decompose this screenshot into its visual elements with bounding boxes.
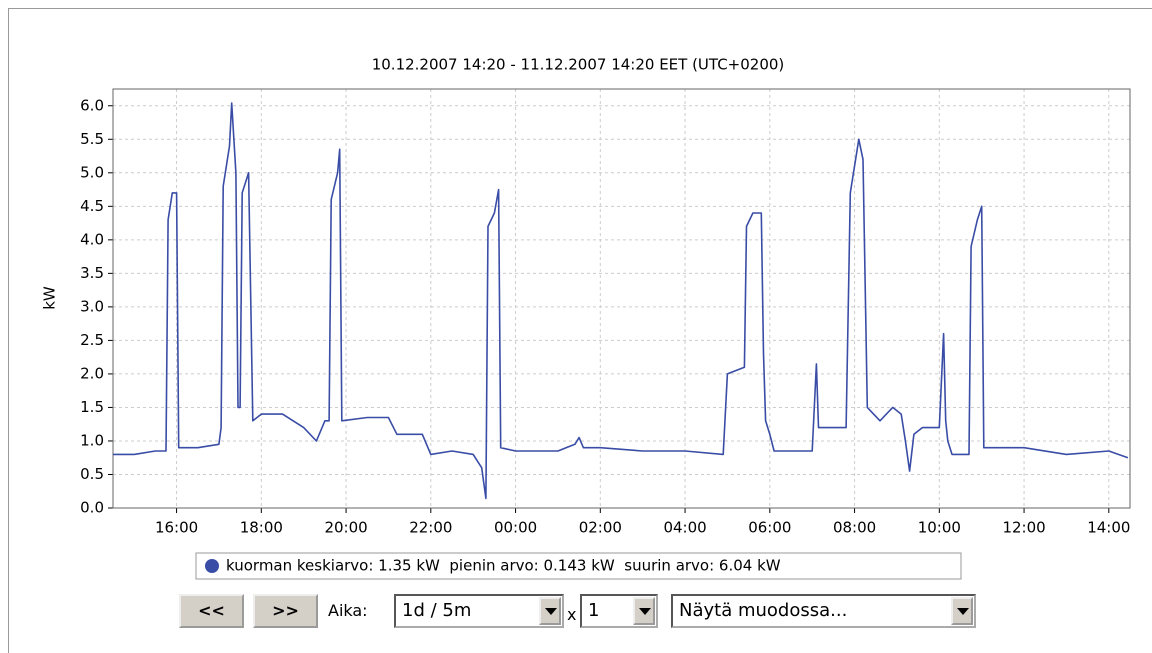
x-tick-label: 20:00: [324, 519, 367, 537]
y-tick-label: 5.0: [80, 163, 104, 181]
time-label: Aika:: [328, 601, 368, 620]
y-tick-label: 5.5: [80, 130, 104, 148]
times-label: x: [567, 605, 577, 624]
next-button[interactable]: >>: [253, 594, 318, 628]
y-tick-label: 1.5: [80, 398, 104, 416]
y-tick-label: 0.5: [80, 465, 104, 483]
y-tick-label: 0.0: [80, 499, 104, 517]
format-select-text: Näytä muodossa...: [679, 600, 848, 621]
x-tick-label: 22:00: [409, 519, 452, 537]
y-tick-label: 3.0: [80, 297, 104, 315]
y-tick-label: 6.0: [80, 96, 104, 114]
prev-button[interactable]: <<: [179, 594, 244, 628]
y-tick-label: 2.0: [80, 364, 104, 382]
legend-box: [195, 552, 962, 580]
y-axis-label: kW: [41, 286, 59, 310]
x-tick-label: 04:00: [663, 519, 706, 537]
count-select-text: 1: [588, 600, 600, 621]
x-tick-label: 08:00: [833, 519, 876, 537]
legend-label: kuorman keskiarvo: 1.35 kW pienin arvo: …: [226, 557, 781, 575]
x-tick-label: 18:00: [240, 519, 283, 537]
chart-title: 10.12.2007 14:20 - 11.12.2007 14:20 EET …: [372, 56, 785, 74]
x-tick-label: 02:00: [579, 519, 622, 537]
y-tick-label: 4.0: [80, 230, 104, 248]
legend-marker: [205, 559, 219, 573]
range-select[interactable]: 1d / 5m: [394, 594, 564, 628]
x-tick-label: 10:00: [918, 519, 961, 537]
dropdown-arrow: [633, 597, 655, 625]
plot-frame: [112, 88, 1131, 509]
x-tick-label: 14:00: [1087, 519, 1130, 537]
y-tick-label: 2.5: [80, 331, 104, 349]
y-tick-label: 3.5: [80, 264, 104, 282]
count-select[interactable]: 1: [580, 594, 658, 628]
range-select-text: 1d / 5m: [402, 600, 472, 621]
y-tick-label: 1.0: [80, 431, 104, 449]
dropdown-arrow: [539, 597, 561, 625]
frame: [8, 8, 1152, 653]
dropdown-arrow: [951, 597, 973, 625]
x-tick-label: 00:00: [494, 519, 537, 537]
y-tick-label: 4.5: [80, 197, 104, 215]
data-line: [113, 102, 1129, 500]
format-select[interactable]: Näytä muodossa...: [671, 594, 976, 628]
x-tick-label: 06:00: [748, 519, 791, 537]
x-tick-label: 12:00: [1002, 519, 1045, 537]
x-tick-label: 16:00: [155, 519, 198, 537]
